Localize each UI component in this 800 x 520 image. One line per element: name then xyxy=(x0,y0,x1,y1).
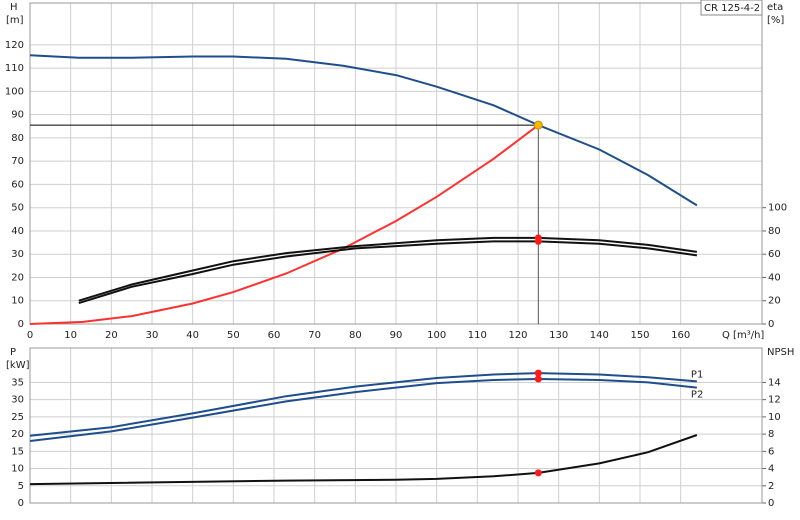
x-tick-label: 90 xyxy=(390,330,403,341)
y-tick-label: 20 xyxy=(11,272,24,283)
y2-tick-label: 10 xyxy=(768,412,781,423)
y-tick-label: 25 xyxy=(11,412,24,423)
x-tick-label: 80 xyxy=(349,330,362,341)
y2-tick-label: 12 xyxy=(768,395,781,406)
duty-point xyxy=(533,120,543,130)
y-tick-label: 120 xyxy=(5,40,24,51)
y-tick-label: 20 xyxy=(11,429,24,440)
curve xyxy=(78,236,698,302)
operating-dot xyxy=(534,375,542,383)
y2-tick-label: 2 xyxy=(768,481,774,492)
x-axis-label: Q [m³/h] xyxy=(722,330,764,341)
x-tick-label: 140 xyxy=(590,330,609,341)
y-axis-label: P xyxy=(10,347,16,358)
y2-tick-label: 60 xyxy=(768,249,781,260)
y-tick-label: 10 xyxy=(11,464,24,475)
y-tick-label: 40 xyxy=(11,226,24,237)
x-tick-label: 160 xyxy=(671,330,690,341)
x-tick-label: 130 xyxy=(549,330,568,341)
y2-axis-label: eta xyxy=(767,2,783,13)
x-tick-label: 10 xyxy=(64,330,77,341)
chart-title: CR 125-4-2 xyxy=(704,3,760,14)
curve xyxy=(78,240,698,305)
y-tick-label: 70 xyxy=(11,156,24,167)
y-tick-label: 30 xyxy=(11,395,24,406)
y2-axis-label: NPSH xyxy=(767,347,794,358)
operating-dot xyxy=(534,237,542,245)
y2-tick-label: 6 xyxy=(768,446,774,457)
curve xyxy=(29,372,697,437)
curve xyxy=(29,54,698,207)
operating-dot xyxy=(534,369,542,377)
x-tick-label: 0 xyxy=(27,330,33,341)
y2-tick-label: 100 xyxy=(768,203,787,214)
x-tick-label: 50 xyxy=(227,330,240,341)
y-tick-label: 60 xyxy=(11,179,24,190)
y-tick-label: 35 xyxy=(11,377,24,388)
y-tick-label: 110 xyxy=(5,63,24,74)
x-tick-label: 110 xyxy=(468,330,487,341)
y-tick-label: 100 xyxy=(5,86,24,97)
x-tick-label: 30 xyxy=(146,330,159,341)
curve-label: P1 xyxy=(691,369,703,380)
x-tick-label: 120 xyxy=(508,330,527,341)
operating-dot xyxy=(534,469,542,477)
y-tick-label: 10 xyxy=(11,296,24,307)
y2-tick-label: 80 xyxy=(768,226,781,237)
y-tick-label: 0 xyxy=(18,319,24,330)
curve xyxy=(29,377,698,442)
y-tick-label: 30 xyxy=(11,249,24,260)
x-tick-label: 100 xyxy=(427,330,446,341)
y2-tick-label: 0 xyxy=(768,498,774,509)
curve xyxy=(29,434,698,486)
y2-tick-label: 20 xyxy=(768,296,781,307)
curve-label: P2 xyxy=(691,390,703,401)
title-box xyxy=(700,0,763,16)
x-tick-label: 20 xyxy=(105,330,118,341)
y-tick-label: 5 xyxy=(18,481,24,492)
plot-frame xyxy=(29,2,763,325)
y-tick-label: 80 xyxy=(11,133,24,144)
y-axis-label: H xyxy=(10,2,18,13)
y-axis-unit: [kW] xyxy=(6,360,30,371)
y2-tick-label: 4 xyxy=(768,464,774,475)
x-tick-label: 40 xyxy=(186,330,199,341)
y-tick-label: 50 xyxy=(11,203,24,214)
y2-tick-label: 8 xyxy=(768,429,774,440)
x-tick-label: 60 xyxy=(268,330,281,341)
plot-frame xyxy=(29,347,763,504)
curve xyxy=(29,124,539,325)
y-tick-label: 0 xyxy=(18,498,24,509)
y2-tick-label: 14 xyxy=(768,377,781,388)
y-axis-unit: [m] xyxy=(6,15,24,26)
y2-tick-label: 0 xyxy=(768,319,774,330)
y2-axis-unit: [%] xyxy=(767,15,784,26)
x-tick-label: 70 xyxy=(308,330,321,341)
y-tick-label: 15 xyxy=(11,446,24,457)
y-tick-label: 90 xyxy=(11,110,24,121)
y2-tick-label: 40 xyxy=(768,272,781,283)
x-tick-label: 150 xyxy=(630,330,649,341)
